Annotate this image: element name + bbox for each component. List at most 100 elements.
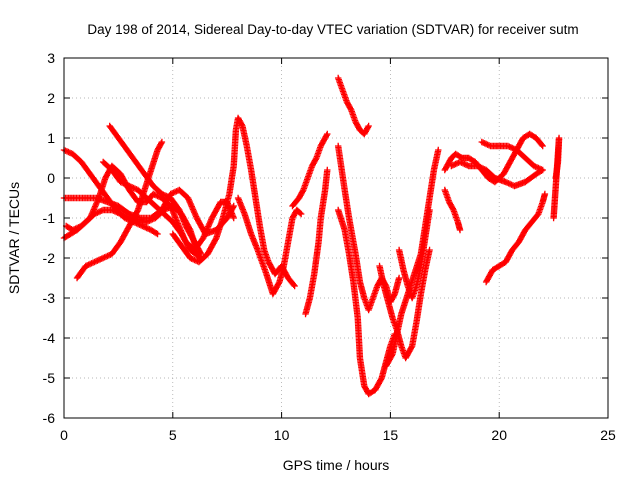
data-point (150, 190, 157, 198)
series-track-13 (334, 142, 403, 314)
series-track-11 (302, 166, 331, 318)
axis-ticks: 0 5 10 15 20 25 -6 -5 -4 -3 -2 -1 0 1 2 3 (43, 50, 616, 443)
data-point (299, 188, 306, 195)
data-point (124, 182, 132, 189)
y-tick-label: -5 (43, 370, 56, 386)
data-point (95, 256, 103, 264)
data-point (164, 193, 171, 200)
data-point (118, 179, 126, 186)
data-point (117, 178, 124, 186)
data-point (121, 212, 129, 220)
x-tick-label: 10 (274, 427, 290, 443)
series-track-19 (448, 138, 546, 190)
data-point (102, 253, 110, 260)
y-tick-label: 3 (47, 50, 55, 66)
data-point (99, 254, 107, 262)
data-point (131, 185, 139, 192)
data-point (86, 260, 94, 268)
data-point (101, 254, 108, 261)
y-tick-label: 2 (47, 90, 55, 106)
data-point (163, 192, 170, 200)
data-point (170, 189, 177, 196)
data-point (364, 124, 372, 131)
data-point (189, 256, 197, 263)
data-point (110, 207, 117, 214)
data-point (435, 146, 442, 154)
data-point (324, 166, 331, 174)
x-tick-label: 25 (600, 427, 616, 443)
data-point (118, 211, 126, 218)
data-point (312, 156, 319, 163)
data-point (152, 192, 160, 199)
data-point (297, 210, 305, 218)
data-point (113, 208, 120, 216)
data-point (97, 256, 104, 263)
data-point (153, 230, 160, 237)
data-point (230, 214, 237, 222)
data-point (130, 184, 137, 192)
data-point (104, 252, 111, 260)
series-track-5 (99, 158, 205, 262)
data-point (72, 225, 79, 232)
data-point (161, 192, 169, 199)
data-point (117, 210, 124, 218)
data-point (65, 148, 72, 156)
data-point (69, 226, 76, 234)
series-track-14 (334, 206, 398, 398)
data-point (98, 207, 105, 214)
y-tick-label: 1 (47, 130, 55, 146)
data-point (157, 140, 165, 147)
x-tick-label: 5 (169, 427, 177, 443)
data-point (188, 255, 195, 262)
data-point (324, 130, 331, 138)
data-point (128, 184, 136, 191)
data-point (171, 188, 179, 196)
series-track-20 (441, 186, 464, 234)
data-point (197, 250, 205, 258)
data-point (98, 255, 105, 262)
x-tick-label: 20 (491, 427, 507, 443)
series-track-8 (169, 114, 298, 290)
data-points (60, 74, 563, 398)
data-point (238, 121, 245, 128)
data-point (197, 249, 204, 256)
series-track-7 (73, 138, 166, 282)
data-point (426, 246, 433, 254)
data-point (126, 182, 133, 190)
data-point (89, 259, 97, 266)
y-tick-label: -2 (43, 250, 56, 266)
grid (64, 58, 608, 418)
data-point (154, 192, 161, 200)
series-track-21 (482, 190, 549, 286)
data-point (115, 210, 123, 217)
x-tick-label: 0 (60, 427, 68, 443)
data-point (395, 274, 403, 282)
x-axis-label: GPS time / hours (283, 457, 390, 473)
data-point (95, 208, 103, 216)
data-point (92, 258, 100, 265)
data-point (143, 224, 150, 232)
data-point (151, 191, 158, 198)
data-point (158, 138, 166, 146)
data-point (62, 147, 69, 154)
y-tick-label: -6 (43, 410, 56, 426)
data-point (91, 258, 98, 266)
data-point (121, 180, 129, 188)
data-point (187, 254, 194, 262)
data-point (66, 149, 74, 156)
series-track-9 (234, 194, 305, 298)
plot-frame (63, 57, 609, 419)
y-tick-label: -1 (43, 210, 56, 226)
data-point (111, 208, 118, 215)
y-tick-label: -4 (43, 330, 56, 346)
data-point (365, 122, 372, 130)
data-point (168, 190, 176, 197)
y-tick-label: -3 (43, 290, 56, 306)
data-point (290, 281, 297, 289)
data-point (154, 230, 161, 238)
data-point (144, 225, 152, 232)
series-track-12 (334, 74, 372, 138)
data-point (82, 262, 89, 270)
data-point (73, 224, 81, 232)
